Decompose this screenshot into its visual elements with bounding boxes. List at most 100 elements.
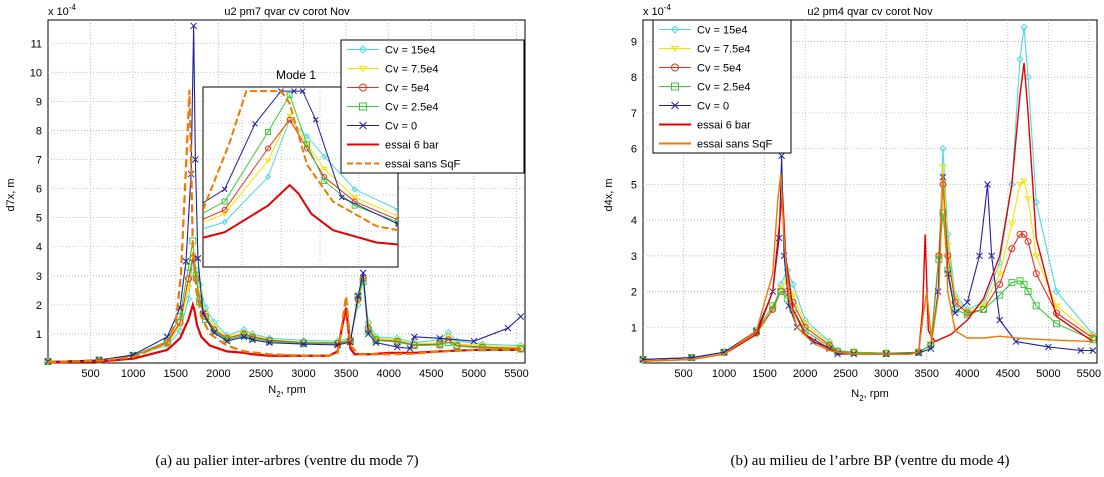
legend-label: Cv = 0 xyxy=(697,101,729,113)
y-tick-label: 8 xyxy=(631,72,637,84)
caption-a: (a) au palier inter-arbres (ventre du mo… xyxy=(155,453,418,469)
data-point xyxy=(1020,178,1029,185)
legend-marker xyxy=(670,25,680,34)
data-point xyxy=(1052,287,1061,296)
series-essai-sans-sqf xyxy=(47,89,521,364)
inset-series xyxy=(203,90,398,232)
data-point xyxy=(963,298,971,306)
data-point xyxy=(1077,347,1085,354)
data-point xyxy=(1024,196,1033,202)
legend-marker xyxy=(359,83,367,92)
inset-data-point xyxy=(394,213,398,219)
inset-data-point xyxy=(264,173,272,181)
data-point xyxy=(453,342,461,350)
data-point xyxy=(768,307,777,313)
data-point xyxy=(210,327,218,335)
x-tick-label: 500 xyxy=(674,368,692,380)
legend-item: Cv = 15e4 xyxy=(659,25,747,37)
inset-label: Mode 1 xyxy=(276,68,316,82)
x-tick-label: 3000 xyxy=(874,368,898,380)
legend-label: Cv = 2.5e4 xyxy=(697,82,751,94)
inset-data-point xyxy=(252,120,258,127)
legend-label: essai sans SqF xyxy=(385,159,460,171)
y-tick-label: 7 xyxy=(36,155,42,167)
y-tick-label: 3 xyxy=(36,271,42,283)
data-point xyxy=(249,336,256,344)
x-tick-label: 5500 xyxy=(504,368,528,380)
legend-a: Cv = 15e4 Cv = 7.5e4 Cv = 5e4 Cv = 2.5e4 Cv … xyxy=(340,39,525,174)
x-tick-label: 4000 xyxy=(955,368,979,380)
legend-item: Cv = 0 xyxy=(659,101,729,113)
inset-data-point xyxy=(286,113,294,119)
x-tick-label: 5500 xyxy=(1077,368,1101,380)
legend-item: Cv = 7.5e4 xyxy=(659,44,751,56)
series-line xyxy=(642,173,1093,362)
data-point xyxy=(980,305,987,313)
legend-label: Cv = 15e4 xyxy=(385,45,435,57)
data-point xyxy=(176,327,184,335)
data-point xyxy=(1089,347,1097,354)
legend-label: essai 6 bar xyxy=(697,120,751,132)
data-point xyxy=(300,340,307,348)
legend-marker xyxy=(359,102,367,111)
data-point xyxy=(995,271,1004,277)
data-point xyxy=(1020,230,1028,238)
inset-data-point xyxy=(395,221,398,227)
inset-data-point xyxy=(394,206,398,213)
inset-series-line xyxy=(203,90,398,225)
inset-series xyxy=(203,116,398,223)
legend-label: Cv = 0 xyxy=(385,121,417,133)
data-point xyxy=(951,309,959,317)
data-point xyxy=(1012,338,1020,345)
legend-label: Cv = 7.5e4 xyxy=(697,44,751,56)
legend-marker xyxy=(671,101,679,110)
series-line xyxy=(47,240,521,363)
data-point xyxy=(354,301,362,309)
data-point xyxy=(240,331,248,339)
chart-title-b: u2 pm4 qvar cv corot Nov xyxy=(807,6,933,18)
legend-item: Cv = 2.5e4 xyxy=(347,102,439,114)
data-point xyxy=(359,269,367,277)
data-point xyxy=(939,209,947,217)
legend-label: Cv = 15e4 xyxy=(697,25,747,37)
series-line xyxy=(47,255,521,363)
data-point xyxy=(1020,23,1028,31)
data-point xyxy=(1016,55,1024,64)
data-point xyxy=(1007,221,1016,227)
data-point xyxy=(436,334,444,342)
chart-title-a: u2 pm7 qvar cv corot Nov xyxy=(224,6,350,18)
data-point xyxy=(1024,288,1032,296)
inset-data-point xyxy=(303,132,311,140)
data-point xyxy=(775,234,783,242)
series-line xyxy=(47,25,522,363)
data-point xyxy=(789,280,797,289)
x-tick-label: 500 xyxy=(81,368,99,380)
legend-marker xyxy=(359,121,367,130)
legend-label: Cv = 7.5e4 xyxy=(385,64,439,76)
inset-data-point xyxy=(351,186,358,193)
x-axis-label-a: N2, rpm xyxy=(268,384,305,399)
data-point xyxy=(410,333,418,341)
data-point xyxy=(1008,245,1016,253)
data-point xyxy=(783,295,791,303)
data-point xyxy=(1008,279,1016,287)
inset-series-line xyxy=(203,183,398,246)
inset-series-line xyxy=(203,118,398,230)
y-tick-label: 1 xyxy=(36,329,42,341)
y-exponent-b: x 10-4 xyxy=(643,3,671,18)
data-point xyxy=(778,152,785,160)
inset-data-point xyxy=(265,129,271,135)
data-point xyxy=(406,345,414,352)
legend-item: Cv = 2.5e4 xyxy=(659,82,751,94)
data-point xyxy=(372,339,380,347)
ticks-a: 500 1000 1500 2000 2500 3000 3500 4000 4500 5000 5… xyxy=(30,38,529,380)
data-point xyxy=(444,339,452,347)
inset-data-point xyxy=(286,116,293,123)
series-essai-sans-sqf xyxy=(642,173,1093,362)
data-point xyxy=(300,339,308,347)
ticks-b: 500 1000 1500 2000 2500 3000 3500 4000 4500 5000 5… xyxy=(631,36,1101,380)
data-point xyxy=(504,324,512,332)
y-tick-label: 1 xyxy=(631,322,637,334)
legend-label: Cv = 5e4 xyxy=(385,83,429,95)
data-point xyxy=(944,252,952,260)
